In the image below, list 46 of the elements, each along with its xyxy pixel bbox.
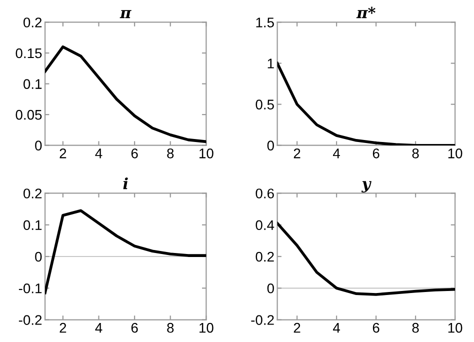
line-series — [45, 45, 206, 144]
chart-title: i — [123, 177, 128, 190]
y-tick-label: 0.2 — [256, 252, 274, 262]
y-tick-label: 0.1 — [23, 220, 42, 230]
x-tick-label: 8 — [412, 148, 419, 158]
x-tick-label: 8 — [167, 322, 174, 333]
x-tick-label: 10 — [200, 322, 214, 333]
line-series — [45, 209, 206, 294]
y-tick-label: 0.2 — [23, 188, 42, 198]
x-tick-label: 2 — [60, 322, 66, 333]
chart-title: π* — [356, 6, 376, 18]
x-tick-label: 2 — [294, 148, 300, 158]
y-tick-label: 0 — [35, 252, 42, 262]
line-series — [277, 222, 456, 296]
y-tick-label: 0.5 — [256, 100, 274, 110]
y-tick-label: -0.1 — [18, 283, 42, 294]
x-tick-label: 10 — [200, 148, 214, 158]
y-tick-label: 0.05 — [16, 110, 42, 120]
y-tick-label: -0.2 — [18, 315, 42, 325]
x-tick-label: 4 — [332, 148, 340, 158]
y-tick-label: 0.4 — [256, 220, 274, 230]
x-tick-label: 4 — [95, 323, 102, 333]
x-tick-label: 4 — [332, 323, 340, 333]
chart-title: π — [120, 10, 132, 18]
x-tick-label: 6 — [372, 322, 380, 333]
y-tick-label: 0.6 — [256, 188, 274, 198]
y-tick-label: 0.2 — [23, 18, 42, 28]
y-tick-label: 1.5 — [256, 18, 274, 28]
y-tick-label: 0.1 — [23, 79, 42, 89]
y-tick-label: 0 — [267, 283, 274, 294]
x-tick-label: 6 — [131, 322, 138, 333]
x-tick-label: 10 — [448, 148, 462, 158]
x-tick-label: 8 — [412, 322, 419, 333]
x-tick-label: 10 — [448, 322, 462, 333]
y-tick-label: 0.15 — [16, 48, 42, 58]
y-tick-label: 1 — [268, 58, 274, 68]
x-tick-label: 8 — [167, 148, 174, 158]
x-tick-label: 6 — [372, 148, 380, 158]
x-tick-label: 2 — [60, 148, 66, 158]
y-tick-label: -0.2 — [251, 315, 274, 325]
y-tick-label: 0 — [267, 140, 274, 151]
x-tick-label: 6 — [131, 148, 138, 158]
chart-title: y — [361, 181, 372, 192]
y-tick-label: 0 — [35, 140, 42, 151]
x-tick-label: 4 — [95, 148, 102, 158]
x-tick-label: 2 — [294, 322, 300, 333]
